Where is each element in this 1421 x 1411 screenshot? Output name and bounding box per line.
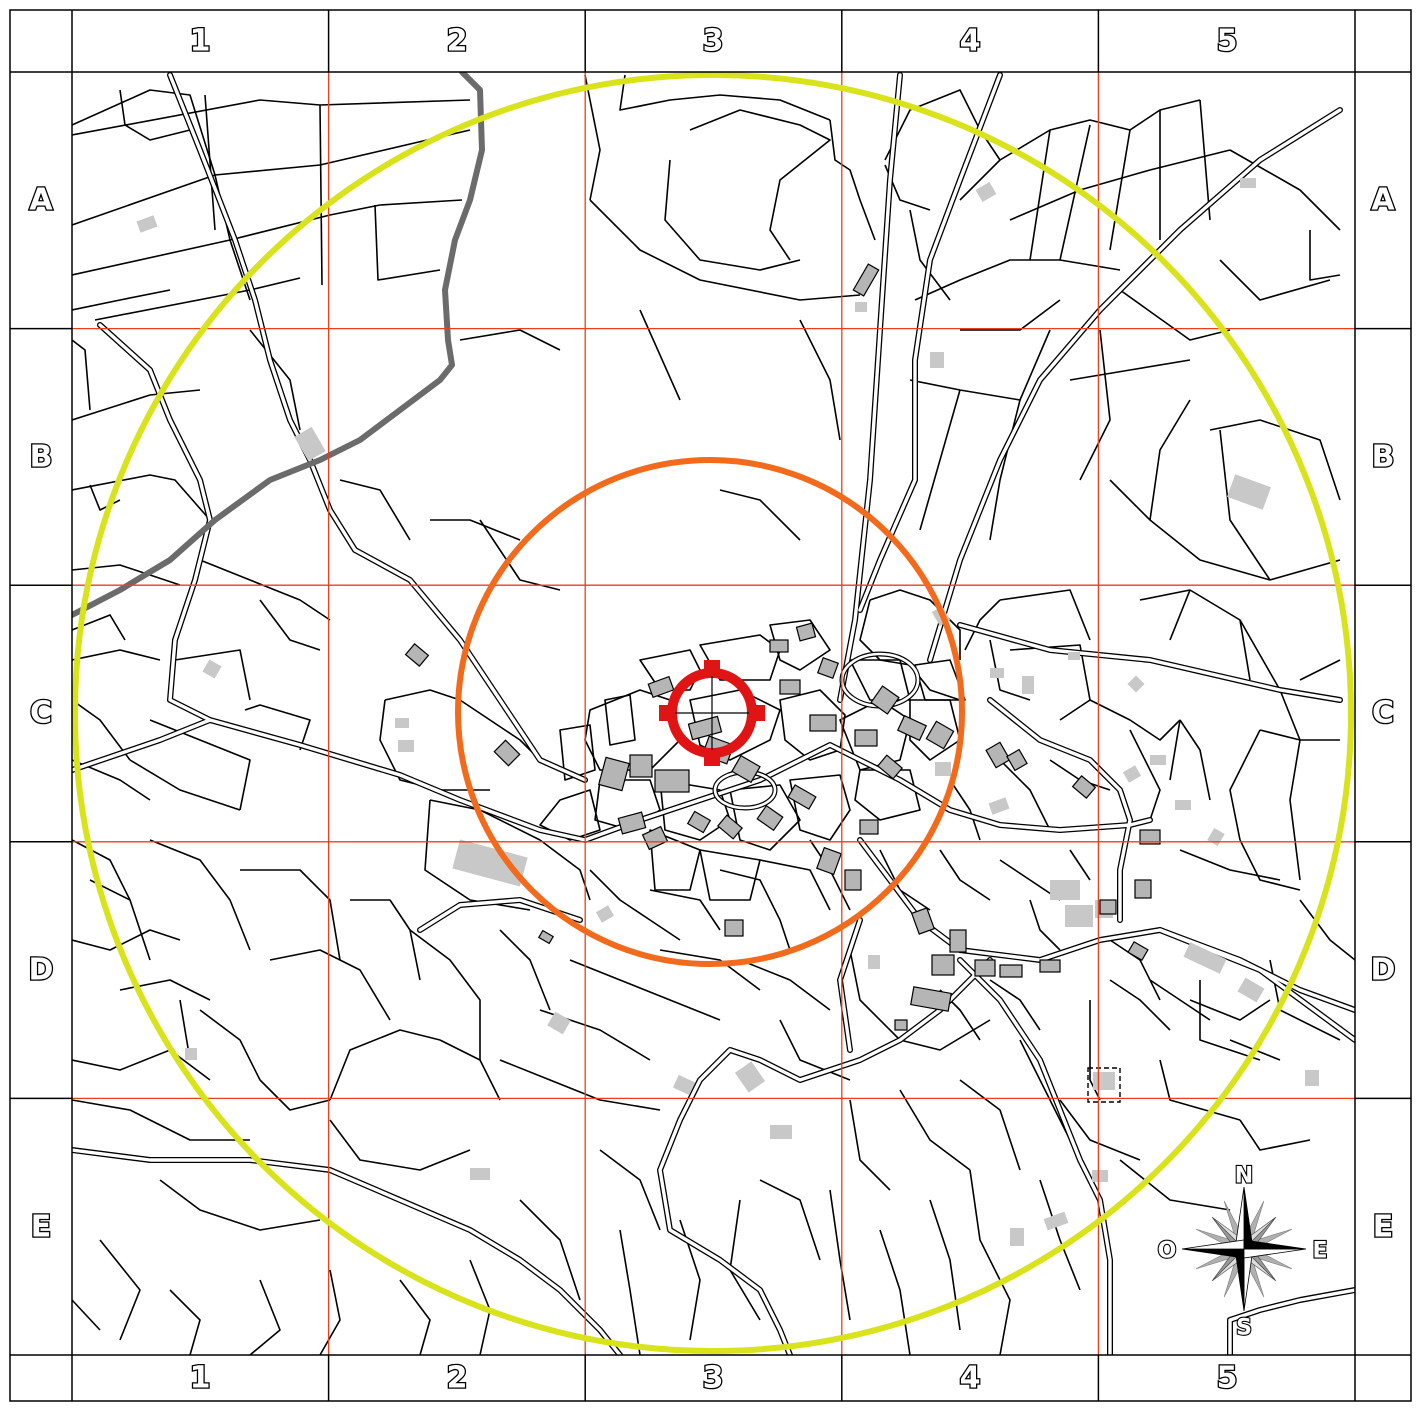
compass-north-label: N [1235, 1164, 1253, 1189]
compass-rose-icon: N S E O [1157, 1162, 1329, 1341]
compass-south-label: S [1236, 1316, 1252, 1341]
cadastral-parcels [72, 74, 1355, 1355]
col-label-bottom: 5 [1217, 1361, 1238, 1396]
column-labels-bottom: 1 2 3 4 5 [188, 1359, 1238, 1397]
row-label-right: C [1372, 696, 1394, 731]
outer-radius-circle [72, 72, 1354, 1354]
col-label-top: 1 [190, 24, 211, 59]
column-labels-top: 1 2 3 4 5 [188, 22, 1238, 60]
col-label-top: 2 [447, 24, 468, 59]
highway [72, 72, 485, 618]
dashed-plot [1087, 1067, 1121, 1103]
row-label-left: A [29, 183, 53, 218]
col-label-bottom: 1 [190, 1361, 211, 1396]
compass-east-label: E [1312, 1239, 1327, 1264]
row-label-left: C [30, 696, 52, 731]
row-label-right: B [1372, 440, 1395, 475]
village-core-parcels [539, 619, 966, 901]
row-label-right: A [1371, 183, 1395, 218]
col-label-top: 3 [703, 24, 724, 59]
crosshair-target-icon[interactable] [659, 660, 765, 766]
roads [72, 72, 1355, 1355]
compass-west-label: O [1158, 1239, 1177, 1264]
row-label-left: B [30, 440, 53, 475]
row-label-left: E [31, 1210, 52, 1245]
col-label-bottom: 2 [447, 1361, 468, 1396]
col-label-top: 4 [960, 24, 981, 59]
col-label-top: 5 [1217, 24, 1238, 59]
row-label-right: D [1371, 953, 1396, 988]
buildings [136, 178, 1319, 1246]
row-labels-right: A B C D E [1369, 181, 1397, 1246]
map-frame [9, 9, 1412, 1402]
inner-radius-circle [455, 457, 965, 967]
row-labels-left: A B C D E [27, 181, 55, 1246]
col-label-bottom: 3 [703, 1361, 724, 1396]
row-label-left: D [29, 953, 54, 988]
col-label-bottom: 4 [960, 1361, 981, 1396]
grid-lines [72, 72, 1355, 1355]
row-label-right: E [1373, 1210, 1394, 1245]
